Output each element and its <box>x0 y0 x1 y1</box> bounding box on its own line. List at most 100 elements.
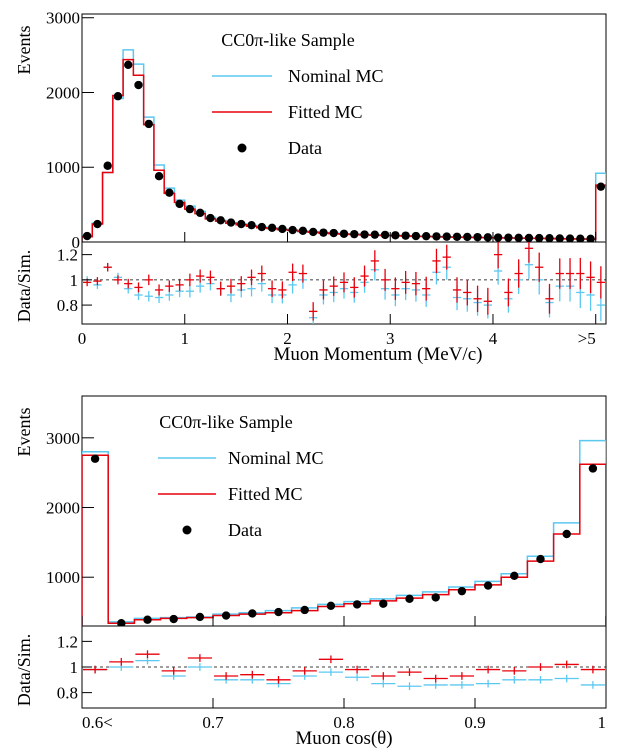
costheta-data-point <box>405 594 414 604</box>
momentum-data-point <box>401 231 410 240</box>
momentum-data-point <box>452 232 462 241</box>
costheta-x-axis-label: Muon cos(θ) <box>295 728 392 749</box>
momentum-fitted-mc-histogram <box>82 58 606 242</box>
momentum-data-point <box>195 208 205 218</box>
costheta-legend-data-label: Data <box>228 520 262 540</box>
momentum-data-point <box>339 229 349 238</box>
costheta-data-point <box>274 607 283 617</box>
momentum-data-point <box>370 230 380 239</box>
momentum-data-point <box>483 233 493 242</box>
momentum-data-point <box>175 199 184 209</box>
costheta-y-tick-label: 1000 <box>46 568 80 587</box>
costheta-data-point <box>483 581 493 590</box>
momentum-ratio-frame <box>81 241 607 325</box>
momentum-data-point <box>555 234 564 242</box>
momentum-legend-nominal-label: Nominal MC <box>288 66 384 86</box>
momentum-y-tick-label: 0 <box>72 233 81 252</box>
momentum-data-point <box>432 232 441 241</box>
momentum-data-point <box>257 222 267 232</box>
momentum-data-point <box>524 233 534 242</box>
costheta-legend-data-marker <box>182 525 192 535</box>
momentum-ratio-y-tick-label: 0.8 <box>57 296 78 315</box>
momentum-data-point <box>216 216 225 225</box>
costheta-data-point <box>562 529 571 539</box>
momentum-data-point <box>144 119 153 129</box>
costheta-data-point <box>510 571 519 581</box>
momentum-data-point <box>93 219 102 229</box>
momentum-data-point <box>565 234 575 242</box>
momentum-data-point <box>134 80 143 90</box>
momentum-data-point <box>493 233 503 242</box>
costheta-data-point <box>431 593 440 602</box>
momentum-data-point <box>82 231 92 241</box>
costheta-x-tick-label: 0.9 <box>464 713 485 732</box>
costheta-data-point <box>169 614 178 624</box>
momentum-data-point <box>226 218 236 227</box>
momentum-data-point <box>154 172 164 181</box>
momentum-data-point <box>545 234 554 242</box>
momentum-data-point <box>288 225 297 235</box>
momentum-x-tick-label: >5 <box>578 329 596 348</box>
costheta-ratio-y-axis-label: Data/Sim. <box>14 634 34 707</box>
costheta-legend: Nominal MC Fitted MC Data <box>158 448 324 540</box>
momentum-data-point <box>596 182 606 191</box>
momentum-data-point <box>350 229 359 239</box>
costheta-legend-fitted-label: Fitted MC <box>228 484 303 504</box>
momentum-data-point <box>247 220 256 230</box>
momentum-x-axis-label: Muon Momentum (MeV/c) <box>274 344 483 365</box>
momentum-data-point <box>329 228 338 238</box>
momentum-x-tick-label: 0 <box>78 329 87 348</box>
momentum-legend-fitted-label: Fitted MC <box>288 102 363 122</box>
momentum-data-point <box>586 234 595 242</box>
momentum-data-point <box>442 232 451 241</box>
momentum-data-point <box>411 231 421 241</box>
momentum-data-point <box>103 161 112 170</box>
momentum-x-tick-label: 4 <box>489 329 498 348</box>
momentum-x-tick-label: 1 <box>180 329 189 348</box>
costheta-legend-nominal-label: Nominal MC <box>228 448 324 468</box>
momentum-data-point <box>463 232 472 242</box>
momentum-ratio-y-tick-label: 1 <box>70 271 79 290</box>
costheta-data-point <box>300 605 309 615</box>
momentum-legend: Nominal MC Fitted MC Data <box>212 66 384 158</box>
momentum-data-point <box>237 219 246 229</box>
momentum-data-point <box>380 230 390 240</box>
costheta-y-axis-label: Events <box>14 408 34 457</box>
momentum-data-point <box>185 204 195 214</box>
momentum-x-tick-label: 3 <box>386 329 395 348</box>
costheta-panel: 1000 2000 3000 0.8 1 1.2 0.6< 0.7 0.8 0.9 1 Events… <box>14 395 607 749</box>
costheta-ratio-y-tick-label: 1 <box>70 658 79 677</box>
momentum-data-point <box>421 231 431 241</box>
momentum-y-tick-label: 3000 <box>46 9 80 28</box>
costheta-data-point <box>457 586 467 596</box>
momentum-data-point <box>391 231 400 240</box>
momentum-data-point <box>267 223 277 232</box>
costheta-data-point <box>588 464 598 473</box>
costheta-x-tick-label: 0.8 <box>333 713 354 732</box>
momentum-data-point <box>113 92 123 101</box>
momentum-y-tick-label: 2000 <box>46 83 80 102</box>
costheta-data-point <box>117 619 126 626</box>
costheta-x-tick-label: 1 <box>598 713 607 732</box>
momentum-data-point <box>360 230 369 239</box>
costheta-sample-annotation: CC0π-like Sample <box>159 412 293 432</box>
costheta-ratio-y-tick-label: 1.2 <box>57 632 78 651</box>
momentum-data-point <box>278 224 287 234</box>
costheta-data-point <box>248 609 257 618</box>
momentum-y-tick-label: 1000 <box>46 158 80 177</box>
costheta-y-tick-label: 2000 <box>46 499 80 518</box>
momentum-data-point <box>514 233 523 242</box>
momentum-data-point <box>319 228 328 237</box>
momentum-y-axis-label: Events <box>14 26 34 75</box>
costheta-nominal-mc-histogram <box>82 439 606 626</box>
momentum-data-point <box>308 227 318 237</box>
costheta-ratio-y-tick-label: 0.8 <box>57 684 78 703</box>
momentum-data-point <box>206 213 215 223</box>
momentum-ratio-y-axis-label: Data/Sim. <box>14 250 34 323</box>
costheta-y-tick-label: 3000 <box>46 429 80 448</box>
costheta-data-point <box>90 454 100 463</box>
momentum-data-point <box>504 233 513 242</box>
momentum-x-tick-label: 2 <box>283 329 292 348</box>
